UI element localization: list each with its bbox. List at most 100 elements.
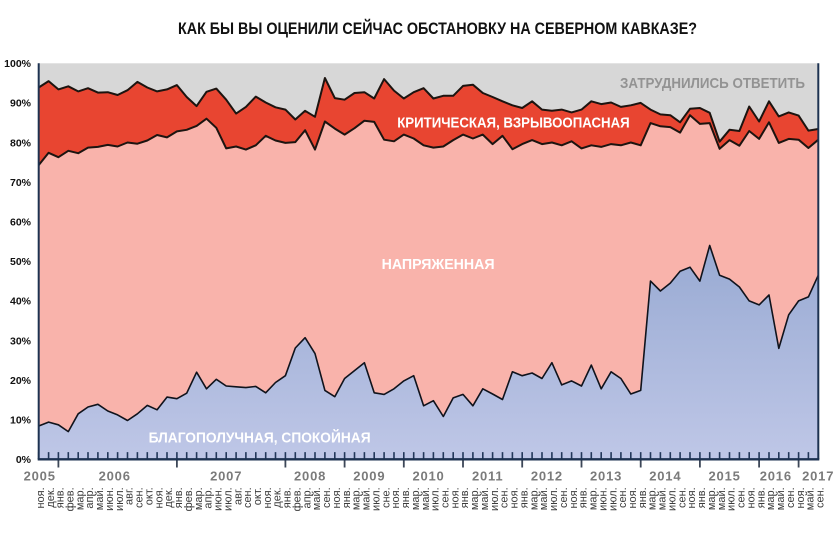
svg-text:ноя.: ноя.	[390, 487, 402, 508]
svg-text:0%: 0%	[16, 454, 32, 466]
svg-text:2015: 2015	[709, 469, 741, 484]
svg-text:ноя.: ноя.	[568, 487, 580, 508]
svg-text:2013: 2013	[590, 469, 622, 484]
svg-text:июл.: июл.	[667, 487, 679, 511]
svg-text:ноя.: ноя.	[449, 487, 461, 508]
svg-text:ЗАТРУДНИЛИСЬ ОТВЕТИТЬ: ЗАТРУДНИЛИСЬ ОТВЕТИТЬ	[620, 75, 805, 92]
svg-text:май.: май.	[538, 487, 550, 510]
svg-text:фев.: фев.	[65, 487, 77, 511]
svg-text:сен.: сен.	[815, 487, 827, 508]
svg-text:2009: 2009	[353, 469, 385, 484]
svg-text:сен.: сен.	[440, 487, 452, 508]
svg-text:янв.: янв.	[459, 487, 471, 508]
svg-text:апр.: апр.	[84, 487, 96, 508]
svg-text:мар.: мар.	[528, 487, 540, 510]
svg-text:сен.: сен.	[558, 487, 570, 508]
svg-text:2007: 2007	[210, 469, 242, 484]
svg-text:КАК БЫ ВЫ ОЦЕНИЛИ СЕЙЧАС ОБСТА: КАК БЫ ВЫ ОЦЕНИЛИ СЕЙЧАС ОБСТАНОВКУ НА С…	[178, 19, 697, 38]
svg-text:ноя.: ноя.	[686, 487, 698, 508]
svg-text:июл.: июл.	[548, 487, 560, 511]
svg-text:мар.: мар.	[706, 487, 718, 510]
svg-text:сен.: сен.	[617, 487, 629, 508]
svg-text:авг.: авг.	[232, 487, 244, 505]
svg-text:май.: май.	[805, 487, 817, 510]
svg-text:сен.: сен.	[736, 487, 748, 508]
svg-text:янв.: янв.	[173, 487, 185, 508]
svg-text:июн.: июн.	[104, 487, 116, 511]
svg-text:2011: 2011	[472, 469, 503, 484]
svg-text:май.: май.	[420, 487, 432, 510]
svg-text:апр.: апр.	[301, 487, 313, 508]
svg-text:мар.: мар.	[193, 487, 205, 510]
svg-text:20%: 20%	[10, 375, 32, 387]
svg-text:мар.: мар.	[469, 487, 481, 510]
svg-text:сен.: сен.	[785, 487, 797, 508]
svg-text:мар.: мар.	[647, 487, 659, 510]
svg-text:май.: май.	[311, 487, 323, 510]
svg-text:дек.: дек.	[163, 487, 175, 507]
svg-text:сен.: сен.	[676, 487, 688, 508]
svg-text:ноя.: ноя.	[627, 487, 639, 508]
svg-text:НАПРЯЖЕННАЯ: НАПРЯЖЕННАЯ	[382, 257, 495, 273]
svg-text:30%: 30%	[10, 335, 32, 347]
svg-text:40%: 40%	[10, 296, 32, 308]
svg-text:янв.: янв.	[696, 487, 708, 508]
svg-text:мар.: мар.	[351, 487, 363, 510]
svg-text:июн.: июн.	[213, 487, 225, 511]
svg-text:2017: 2017	[802, 469, 834, 484]
svg-text:2008: 2008	[294, 469, 326, 484]
svg-text:дек.: дек.	[272, 487, 284, 507]
svg-text:янв.: янв.	[341, 487, 353, 508]
svg-text:апр.: апр.	[203, 487, 215, 508]
svg-text:янв.: янв.	[637, 487, 649, 508]
svg-text:ноя.: ноя.	[35, 487, 47, 508]
svg-text:июн.: июн.	[597, 487, 609, 511]
svg-text:янв.: янв.	[578, 487, 590, 508]
svg-text:60%: 60%	[10, 217, 32, 229]
svg-text:2012: 2012	[531, 469, 563, 484]
svg-text:сен.: сен.	[134, 487, 146, 508]
svg-text:июл.: июл.	[370, 487, 382, 511]
svg-text:окт.: окт.	[144, 487, 156, 505]
svg-text:янв.: янв.	[755, 487, 767, 508]
svg-text:сне.: сне.	[380, 487, 392, 508]
svg-text:сен.: сен.	[242, 487, 254, 508]
svg-text:фев.: фев.	[183, 487, 195, 511]
svg-text:янв.: янв.	[400, 487, 412, 508]
svg-text:мар.: мар.	[74, 487, 86, 510]
svg-text:июл.: июл.	[114, 487, 126, 511]
svg-text:90%: 90%	[10, 98, 32, 110]
svg-text:ноя.: ноя.	[795, 487, 807, 508]
svg-text:мар.: мар.	[410, 487, 422, 510]
svg-text:фев.: фев.	[292, 487, 304, 511]
svg-text:2006: 2006	[99, 469, 131, 484]
svg-text:июл.: июл.	[489, 487, 501, 511]
svg-text:май.: май.	[479, 487, 491, 510]
svg-text:100%: 100%	[4, 58, 32, 70]
svg-text:май.: май.	[657, 487, 669, 510]
svg-text:2014: 2014	[649, 469, 681, 484]
svg-text:2005: 2005	[24, 469, 56, 484]
svg-text:сен.: сен.	[321, 487, 333, 508]
svg-text:июл.: июл.	[726, 487, 738, 511]
svg-text:ноя.: ноя.	[745, 487, 757, 508]
svg-text:янв.: янв.	[55, 487, 67, 508]
svg-text:мар.: мар.	[588, 487, 600, 510]
svg-text:окт.: окт.	[252, 487, 264, 505]
svg-text:июл.: июл.	[222, 487, 234, 511]
svg-text:май.: май.	[716, 487, 728, 510]
svg-text:янв.: янв.	[518, 487, 530, 508]
svg-text:ноя.: ноя.	[262, 487, 274, 508]
svg-text:БЛАГОПОЛУЧНАЯ, СПОКОЙНАЯ: БЛАГОПОЛУЧНАЯ, СПОКОЙНАЯ	[149, 428, 371, 446]
svg-text:80%: 80%	[10, 137, 32, 149]
svg-text:мар.: мар.	[765, 487, 777, 510]
svg-text:янв.: янв.	[282, 487, 294, 508]
svg-text:май.: май.	[775, 487, 787, 510]
svg-text:сен.: сен.	[499, 487, 511, 508]
svg-text:70%: 70%	[10, 177, 32, 189]
svg-text:май.: май.	[94, 487, 106, 510]
svg-text:2016: 2016	[760, 469, 792, 484]
svg-text:авг.: авг.	[124, 487, 136, 505]
svg-text:КРИТИЧЕСКАЯ, ВЗРЫВООПАСНАЯ: КРИТИЧЕСКАЯ, ВЗРЫВООПАСНАЯ	[397, 116, 630, 132]
svg-text:10%: 10%	[10, 415, 32, 427]
